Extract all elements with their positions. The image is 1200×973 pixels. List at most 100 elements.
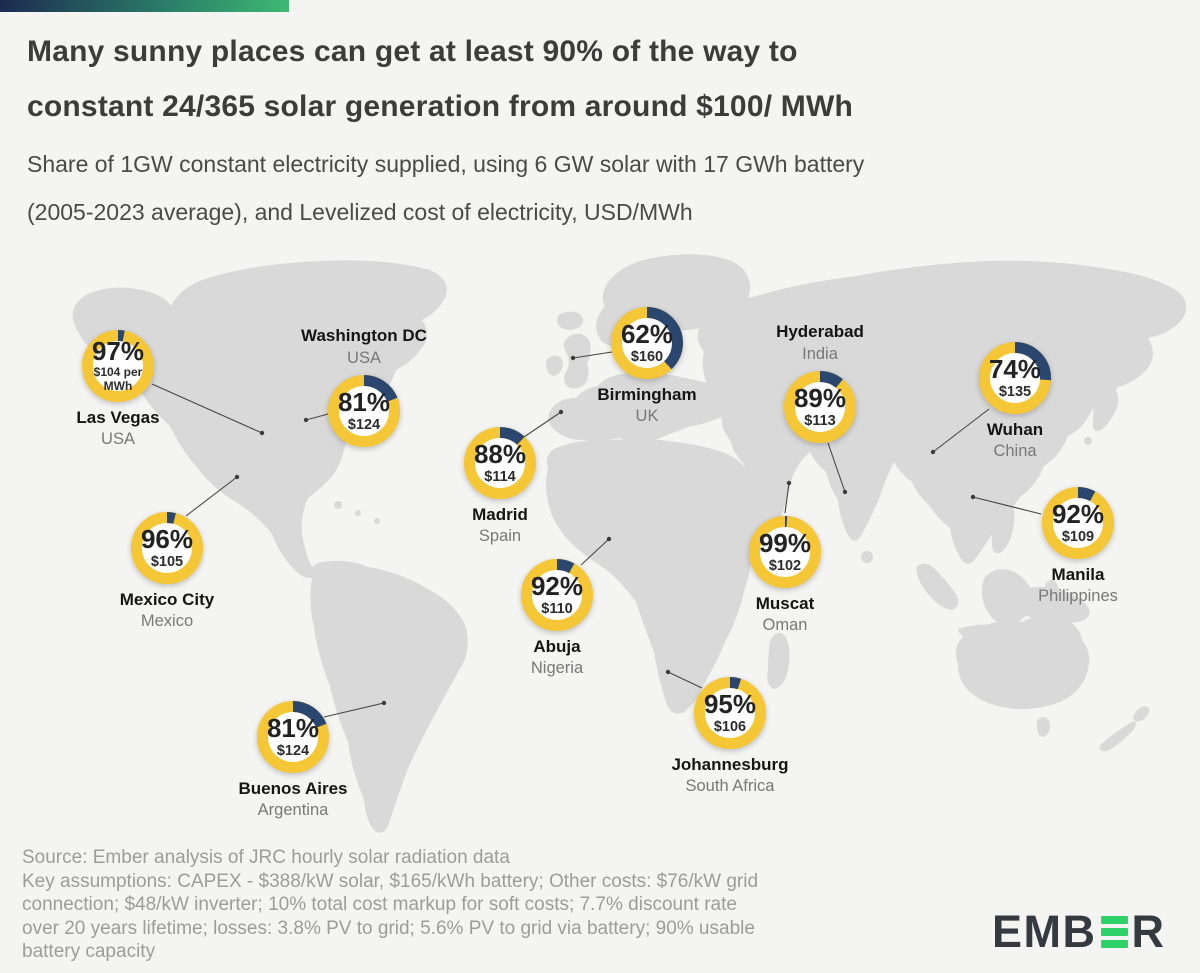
donut-values: 81% $124 bbox=[260, 695, 326, 779]
lcoe-value: $105 bbox=[150, 554, 184, 571]
city-marker-mexico-city: 96% $105 Mexico City Mexico bbox=[57, 438, 277, 658]
donut-chart-buenos-aires bbox=[257, 701, 329, 773]
map-point-washington-dc bbox=[303, 417, 309, 423]
city-label-hyderabad: Hyderabad India bbox=[710, 321, 930, 365]
donut-chart-johannesburg bbox=[694, 677, 766, 749]
leader-line-wuhan bbox=[932, 408, 990, 453]
city-name: Las Vegas bbox=[76, 408, 160, 427]
country-name: USA bbox=[101, 430, 135, 449]
map-point-madrid bbox=[558, 409, 564, 415]
city-name: Birmingham bbox=[597, 385, 697, 404]
continent-europe bbox=[548, 371, 733, 460]
island-tasmania bbox=[1036, 717, 1050, 737]
continent-south-america bbox=[310, 560, 468, 833]
continent-asia bbox=[697, 260, 1187, 564]
map-point-buenos-aires bbox=[381, 700, 387, 706]
city-marker-hyderabad: 89% $113 Hyderabad India bbox=[710, 297, 930, 517]
city-marker-muscat: 99% $102 Muscat Oman bbox=[675, 442, 895, 662]
donut-values: 92% $109 bbox=[1045, 481, 1111, 565]
source-line: Source: Ember analysis of JRC hourly sol… bbox=[22, 847, 510, 868]
donut-values: 92% $110 bbox=[524, 553, 590, 637]
share-value: 92% bbox=[1051, 498, 1105, 529]
donut-chart-washington-dc bbox=[328, 375, 400, 447]
title-line-2: constant 24/365 solar generation from ar… bbox=[27, 90, 853, 123]
city-label-las-vegas: Las Vegas USA bbox=[8, 407, 228, 451]
city-label-johannesburg: Johannesburg South Africa bbox=[620, 754, 840, 798]
city-label-buenos-aires: Buenos Aires Argentina bbox=[183, 778, 403, 822]
island-philippines bbox=[991, 493, 1015, 554]
lcoe-value: $160 bbox=[630, 349, 664, 366]
share-value: 96% bbox=[140, 523, 194, 554]
city-marker-johannesburg: 95% $106 Johannesburg South Africa bbox=[620, 603, 840, 823]
title-line-1: Many sunny places can get at least 90% o… bbox=[27, 35, 798, 68]
island-iceland bbox=[557, 311, 584, 330]
city-marker-manila: 92% $109 Manila Philippines bbox=[968, 413, 1188, 633]
logo-text-left: EMB bbox=[992, 906, 1097, 957]
island-caribbean-1 bbox=[334, 501, 342, 509]
map-point-hyderabad bbox=[842, 489, 848, 495]
logo-text-right: R bbox=[1131, 906, 1166, 957]
continent-north-america bbox=[72, 260, 447, 578]
city-marker-buenos-aires: 81% $124 Buenos Aires Argentina bbox=[183, 627, 403, 847]
city-label-manila: Manila Philippines bbox=[968, 564, 1188, 608]
leader-line-mexico-city bbox=[185, 476, 238, 517]
donut-chart-birmingham bbox=[611, 307, 683, 379]
lcoe-value: $124 bbox=[347, 417, 381, 434]
leader-line-manila bbox=[972, 496, 1042, 515]
page-title: Many sunny places can get at least 90% o… bbox=[27, 24, 853, 134]
city-label-wuhan: Wuhan China bbox=[905, 419, 1125, 463]
island-sri-lanka bbox=[861, 551, 873, 563]
island-caribbean-3 bbox=[374, 518, 380, 524]
lcoe-value: $113 bbox=[804, 413, 836, 430]
country-name: Nigeria bbox=[530, 659, 584, 678]
donut-values: 62% $160 bbox=[614, 301, 680, 385]
map-point-birmingham bbox=[570, 355, 576, 361]
donut-values: 89% $113 bbox=[787, 365, 853, 449]
footnote: Source: Ember analysis of JRC hourly sol… bbox=[22, 846, 758, 964]
country-name: USA bbox=[347, 348, 381, 367]
lcoe-value: $106 bbox=[713, 719, 747, 736]
country-name: Philippines bbox=[1038, 587, 1118, 606]
share-value: 88% bbox=[473, 438, 527, 469]
subtitle-line-1: Share of 1GW constant electricity suppli… bbox=[27, 151, 865, 177]
country-name: Spain bbox=[478, 527, 522, 546]
city-name: Manila bbox=[1051, 565, 1105, 584]
city-label-muscat: Muscat Oman bbox=[675, 593, 895, 637]
leader-line-washington-dc bbox=[305, 413, 329, 421]
island-japan bbox=[1092, 382, 1119, 431]
city-name: Madrid bbox=[472, 505, 528, 524]
leader-line-birmingham bbox=[572, 351, 613, 359]
lcoe-value: $102 bbox=[768, 558, 802, 575]
city-marker-wuhan: 74% $135 Wuhan China bbox=[905, 268, 1125, 488]
country-name: Oman bbox=[762, 616, 808, 635]
donut-chart-madrid bbox=[464, 427, 536, 499]
city-label-abuja: Abuja Nigeria bbox=[447, 636, 667, 680]
donut-chart-abuja bbox=[521, 559, 593, 631]
ember-logo: EMB R bbox=[992, 906, 1166, 958]
donut-chart-wuhan bbox=[979, 342, 1051, 414]
island-new-guinea bbox=[1012, 586, 1090, 624]
city-name: Johannesburg bbox=[671, 755, 789, 774]
city-label-madrid: Madrid Spain bbox=[390, 504, 610, 548]
donut-chart-mexico-city bbox=[131, 512, 203, 584]
assumptions-line-3: over 20 years lifetime; losses: 3.8% PV … bbox=[22, 917, 755, 939]
map-point-johannesburg bbox=[665, 669, 671, 675]
country-name: South Africa bbox=[685, 777, 775, 796]
city-name: Hyderabad bbox=[776, 322, 864, 342]
share-value: 62% bbox=[620, 318, 674, 349]
city-label-washington-dc: Washington DC USA bbox=[254, 325, 474, 369]
city-name: Muscat bbox=[755, 594, 815, 613]
logo-e-bars-icon bbox=[1100, 916, 1128, 948]
continent-africa bbox=[546, 438, 793, 714]
assumptions-line-2: connection; $48/kW inverter; 10% total c… bbox=[22, 894, 737, 915]
share-value: 92% bbox=[530, 570, 584, 601]
island-new-zealand-south bbox=[1099, 721, 1136, 752]
leader-line-buenos-aires bbox=[323, 702, 385, 718]
city-marker-abuja: 92% $110 Abuja Nigeria bbox=[447, 485, 667, 705]
lcoe-value: $135 bbox=[998, 384, 1032, 401]
share-value: 81% bbox=[337, 386, 391, 417]
country-name: Argentina bbox=[257, 801, 329, 820]
lcoe-value: $110 bbox=[541, 601, 573, 618]
city-name: Mexico City bbox=[119, 590, 215, 609]
city-label-birmingham: Birmingham UK bbox=[537, 384, 757, 428]
